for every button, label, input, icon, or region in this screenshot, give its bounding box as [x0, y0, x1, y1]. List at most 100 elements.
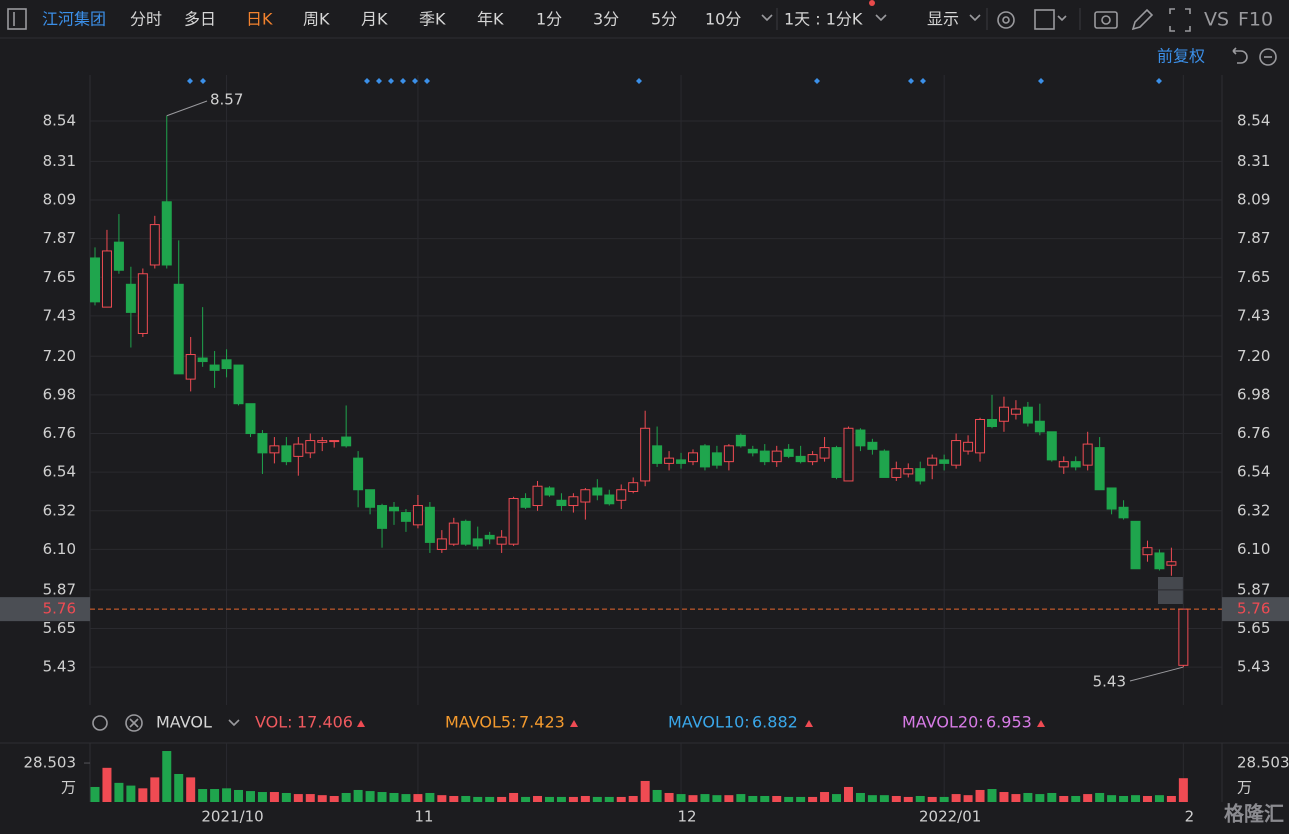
event-marker[interactable] — [376, 78, 382, 84]
candle-body — [281, 445, 292, 463]
period-tab[interactable]: 季K — [419, 10, 446, 29]
candle-body — [353, 457, 364, 491]
volume-bar — [401, 794, 411, 802]
event-marker[interactable] — [1156, 78, 1162, 84]
period-tab[interactable]: 3分 — [593, 10, 619, 29]
volume-bar — [90, 786, 100, 802]
event-marker[interactable] — [424, 78, 430, 84]
event-marker[interactable] — [187, 78, 193, 84]
candle-body — [819, 447, 830, 459]
settings-icon[interactable] — [997, 11, 1015, 29]
candle-body — [377, 505, 388, 529]
volume-bar — [413, 794, 423, 802]
indicator-select[interactable] — [228, 719, 240, 727]
candle-body — [915, 468, 926, 482]
period-tab[interactable]: 分时 — [130, 10, 162, 29]
volume-bar — [1119, 795, 1129, 802]
volume-bar — [808, 796, 818, 802]
candle-body — [604, 494, 615, 505]
volume-bar — [688, 795, 698, 802]
period-tab[interactable]: 10分 — [705, 10, 741, 29]
candle-body — [1166, 561, 1177, 566]
candle-body — [699, 445, 710, 468]
volume-bar — [879, 795, 889, 802]
vol-tick-label: 28.503 — [24, 754, 77, 772]
volume-bar — [1047, 792, 1057, 802]
indicator-settings[interactable] — [92, 715, 108, 731]
volume-bar — [461, 795, 471, 802]
y-tick-label: 6.10 — [43, 540, 76, 558]
event-marker[interactable] — [636, 78, 642, 84]
draw-box-arrow — [1057, 15, 1067, 22]
volume-bar — [760, 795, 770, 802]
indicator-label: VOL: — [255, 713, 293, 732]
event-marker[interactable] — [1038, 78, 1044, 84]
indicator-label: MAVOL10: — [668, 713, 750, 732]
volume-bar — [616, 796, 626, 802]
candle-body — [711, 452, 722, 466]
event-marker[interactable] — [200, 78, 206, 84]
period-tab[interactable]: 年K — [477, 10, 504, 29]
volume-bar — [1178, 778, 1188, 802]
volume-bar — [245, 791, 255, 802]
event-marker[interactable] — [412, 78, 418, 84]
zoom-out-icon[interactable] — [1259, 48, 1277, 66]
indicator-close[interactable] — [125, 714, 143, 732]
candle-body — [987, 418, 997, 428]
y-tick-label-right: 5.87 — [1237, 580, 1270, 598]
candle-body — [209, 364, 220, 371]
adjust-mode[interactable]: 前复权 — [1157, 47, 1205, 66]
indicator-name[interactable]: MAVOL — [156, 713, 212, 732]
sidebar-toggle[interactable] — [7, 8, 27, 30]
period-tab[interactable]: 5分 — [651, 10, 677, 29]
display-menu[interactable]: 显示 — [927, 10, 959, 29]
event-marker[interactable] — [920, 78, 926, 84]
candle-body — [747, 448, 758, 454]
stock-name[interactable]: 江河集团 — [42, 10, 106, 29]
y-tick-label-right: 5.43 — [1237, 658, 1270, 676]
candle-body — [460, 520, 471, 545]
volume-bar — [903, 796, 913, 802]
volume-bar — [963, 795, 973, 802]
y-tick-label-right: 8.09 — [1237, 191, 1270, 209]
candle-body — [1046, 431, 1057, 461]
volume-bar — [126, 785, 136, 802]
high-leader — [166, 100, 208, 117]
candle-body — [735, 434, 746, 447]
candle-body — [257, 433, 268, 454]
settings-icon-core — [1002, 16, 1010, 24]
volume-bar — [855, 792, 865, 802]
indicator-value: 6.953 — [986, 713, 1032, 732]
volume-bar — [269, 792, 279, 802]
period-tab[interactable]: 多日 — [184, 10, 216, 29]
reset-icon[interactable] — [1232, 47, 1248, 64]
candle-body — [149, 224, 160, 266]
fullscreen-icon[interactable] — [1169, 8, 1191, 32]
volume-bar — [975, 789, 985, 802]
volume-bar — [1131, 795, 1141, 802]
pen-icon[interactable] — [1131, 8, 1154, 31]
volume-bar — [341, 792, 351, 802]
candle-body — [616, 489, 627, 501]
volume-bar — [1154, 795, 1164, 802]
volume-bar — [676, 794, 686, 802]
more-periods[interactable] — [761, 14, 773, 22]
candle-body — [998, 406, 1009, 422]
period-tab[interactable]: 周K — [303, 10, 330, 29]
event-marker[interactable] — [364, 78, 370, 84]
event-marker[interactable] — [388, 78, 394, 84]
event-marker[interactable] — [814, 78, 820, 84]
period-tab[interactable]: 月K — [361, 10, 388, 29]
draw-box-icon[interactable] — [1034, 9, 1055, 30]
volume-bar — [1095, 792, 1105, 802]
period-tab[interactable]: 日K — [246, 10, 273, 29]
volume-bar — [927, 796, 937, 802]
vs-button[interactable]: VS — [1204, 9, 1229, 31]
period-select[interactable]: 1天 : 1分K — [784, 10, 863, 29]
camera-icon[interactable] — [1094, 11, 1118, 29]
f10-button[interactable]: F10 — [1238, 9, 1273, 31]
volume-bar — [592, 796, 602, 802]
period-tab[interactable]: 1分 — [536, 10, 562, 29]
event-marker[interactable] — [908, 78, 914, 84]
event-marker[interactable] — [400, 78, 406, 84]
